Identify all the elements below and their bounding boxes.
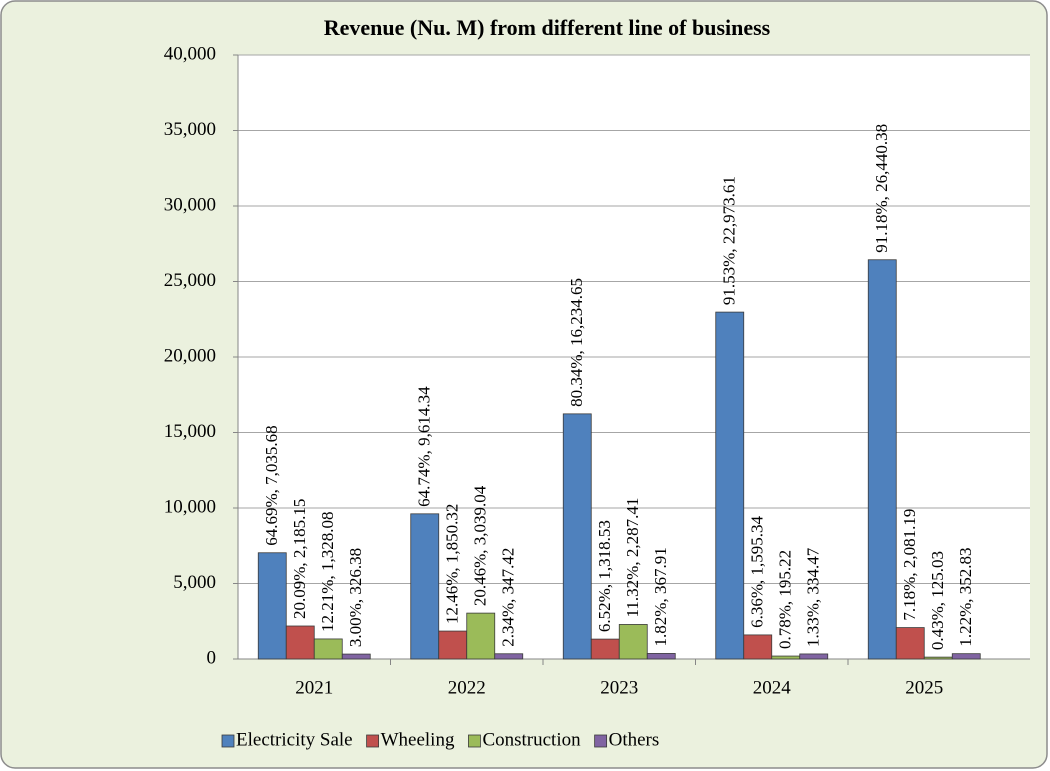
bar — [438, 630, 468, 660]
bar — [799, 653, 829, 660]
x-tick-label: 2022 — [448, 677, 486, 698]
data-label: 6.36%, 1,595.34 — [748, 515, 767, 627]
legend-swatch — [366, 734, 379, 748]
data-label: 20.46%, 3,039.04 — [471, 485, 490, 606]
bar — [285, 625, 315, 660]
data-label: 64.69%, 7,035.68 — [262, 425, 281, 545]
bar — [771, 655, 801, 660]
x-tick-label: 2023 — [600, 677, 638, 698]
data-label: 91.18%, 26,440.38 — [872, 124, 891, 253]
bar — [923, 656, 953, 660]
legend-swatch — [221, 734, 235, 748]
data-label: 0.43%, 125.03 — [928, 551, 947, 650]
data-label: 6.52%, 1,318.53 — [595, 520, 614, 632]
x-tick-label: 2025 — [905, 677, 943, 698]
legend-label: Wheeling — [381, 729, 455, 750]
data-label: 64.74%, 9,614.34 — [415, 386, 434, 507]
bar — [951, 653, 981, 660]
legend-swatch — [468, 734, 481, 748]
y-tick-label: 0 — [207, 647, 217, 668]
data-label: 3.00%, 326.38 — [346, 548, 365, 647]
bar — [562, 413, 592, 660]
legend-label: Others — [609, 729, 660, 750]
data-label: 1.22%, 352.83 — [956, 548, 975, 647]
y-tick-label: 40,000 — [164, 43, 216, 64]
y-tick-label: 15,000 — [164, 421, 216, 442]
data-label: 11.32%, 2,287.41 — [623, 498, 642, 618]
x-tick-label: 2024 — [753, 677, 792, 698]
bar — [410, 513, 440, 660]
data-label: 91.53%, 22,973.61 — [720, 176, 739, 305]
data-label: 0.78%, 195.22 — [776, 550, 795, 649]
data-label: 1.33%, 334.47 — [804, 547, 823, 647]
legend-label: Construction — [482, 729, 581, 750]
bar — [466, 612, 496, 660]
bar — [494, 653, 524, 660]
bar — [867, 259, 897, 660]
data-label: 12.46%, 1,850.32 — [443, 504, 462, 624]
legend-label: Electricity Sale — [236, 729, 353, 750]
bar — [590, 638, 620, 660]
bar — [313, 638, 343, 660]
data-label: 2.34%, 347.42 — [499, 548, 518, 647]
legend-swatch — [594, 734, 608, 748]
data-label: 12.21%, 1,328.08 — [318, 512, 337, 632]
bar — [257, 552, 287, 660]
bar — [341, 653, 371, 660]
data-label: 80.34%, 16,234.65 — [567, 278, 586, 407]
chart-title: Revenue (Nu. M) from different line of b… — [324, 15, 771, 40]
data-label: 1.82%, 367.91 — [651, 547, 670, 646]
data-label: 7.18%, 2,081.19 — [900, 509, 919, 621]
bar — [743, 634, 773, 660]
data-label: 20.09%, 2,185.15 — [290, 499, 309, 619]
bar — [895, 627, 925, 660]
bar — [646, 653, 676, 660]
y-tick-label: 10,000 — [164, 496, 216, 517]
y-tick-label: 5,000 — [173, 572, 216, 593]
x-tick-label: 2021 — [295, 677, 333, 698]
y-tick-label: 35,000 — [164, 119, 216, 140]
y-tick-label: 30,000 — [164, 194, 216, 215]
y-tick-label: 25,000 — [164, 270, 216, 291]
bar — [715, 311, 745, 660]
y-tick-label: 20,000 — [164, 345, 216, 366]
bar — [618, 624, 648, 660]
